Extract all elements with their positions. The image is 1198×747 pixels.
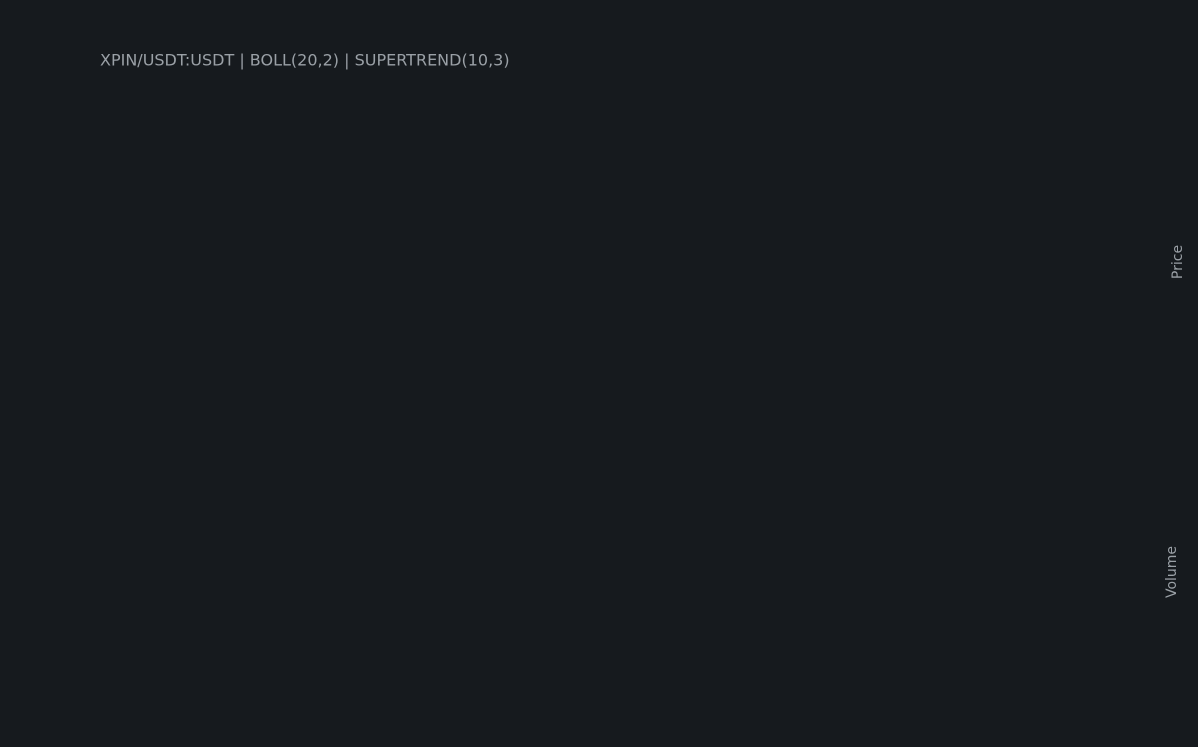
volume-axis-label: Volume <box>1164 546 1180 598</box>
chart-title: XPIN/USDT:USDT | BOLL(20,2) | SUPERTREND… <box>100 51 510 70</box>
y-axis-label: Price <box>1170 245 1186 279</box>
label-layer: XPIN/USDT:USDT | BOLL(20,2) | SUPERTREND… <box>100 51 1186 599</box>
